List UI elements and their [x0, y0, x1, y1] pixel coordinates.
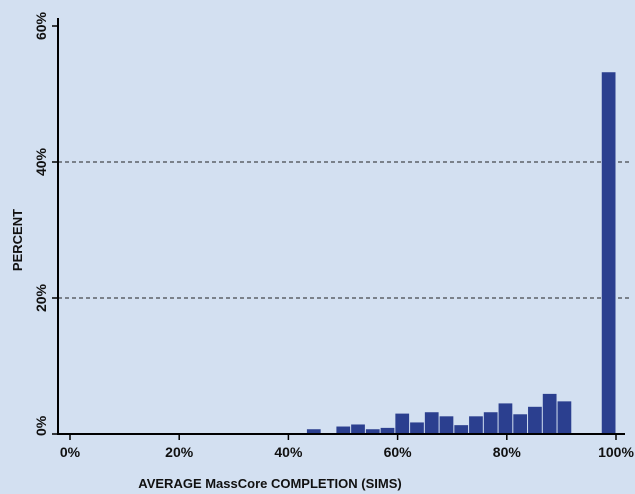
bar-13: [498, 403, 513, 434]
y-tick-label: 0%: [33, 415, 49, 436]
gridlines: [58, 161, 630, 299]
x-axis-title: AVERAGE MassCore COMPLETION (SIMS): [138, 476, 401, 491]
bar-12: [483, 412, 498, 434]
bar-8: [424, 412, 439, 434]
bar-4: [365, 429, 380, 434]
bar-3: [351, 424, 365, 434]
bar-10: [454, 425, 469, 434]
x-tick-label: 100%: [598, 444, 634, 460]
bar-17: [557, 401, 572, 434]
bar-9: [439, 416, 454, 434]
bar-14: [513, 414, 528, 434]
y-tick-label: 20%: [33, 283, 49, 312]
x-tick-label: 80%: [493, 444, 522, 460]
x-tick-label: 60%: [384, 444, 413, 460]
x-tick-label: 0%: [60, 444, 81, 460]
bar-2: [336, 426, 351, 434]
x-axis-ticks: 0% 20% 40% 60% 80% 100%: [60, 434, 634, 460]
x-tick-label: 40%: [274, 444, 303, 460]
y-axis-title: PERCENT: [10, 209, 25, 271]
bar-5: [380, 427, 395, 434]
y-tick-label: 40%: [33, 147, 49, 176]
bar-20: [601, 72, 616, 435]
bar-15: [528, 406, 542, 434]
bar-11: [469, 416, 483, 434]
y-axis-ticks: 0% 20% 40% 60%: [33, 11, 58, 436]
y-tick-label: 60%: [33, 11, 49, 40]
bars: [306, 72, 616, 435]
bar-0: [306, 429, 321, 434]
bar-6: [395, 413, 410, 434]
bar-7: [410, 422, 424, 434]
x-tick-label: 20%: [165, 444, 194, 460]
bar-16: [542, 393, 557, 434]
